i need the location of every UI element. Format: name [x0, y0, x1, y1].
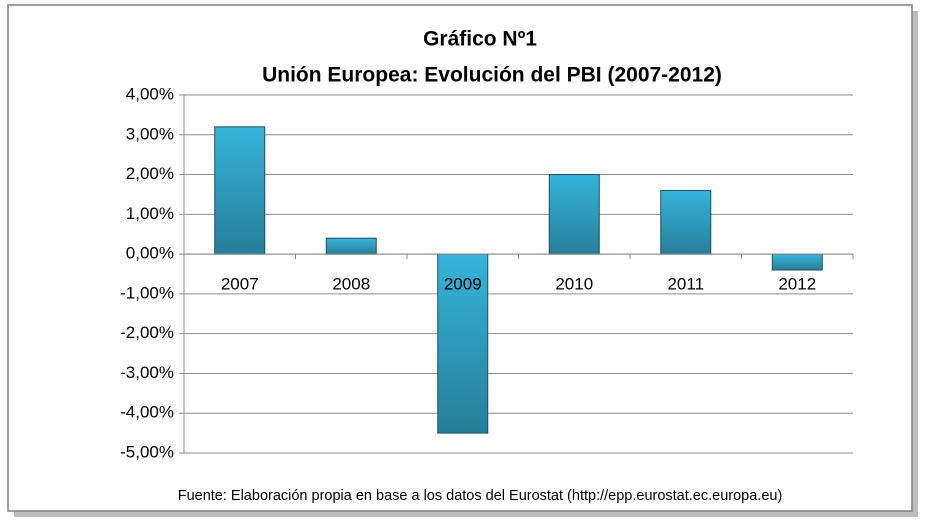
- y-tick-label: -1,00%: [120, 283, 174, 302]
- y-tick-label: -2,00%: [120, 323, 174, 342]
- bar: [548, 174, 600, 255]
- y-tick-label: -3,00%: [120, 363, 174, 382]
- bar: [325, 237, 377, 255]
- y-tick-label: 1,00%: [126, 204, 174, 223]
- x-tick-label: 2009: [444, 275, 482, 294]
- y-tick-label: 0,00%: [126, 244, 174, 263]
- bar: [771, 253, 823, 271]
- x-tick-label: 2010: [555, 275, 593, 294]
- y-tick-label: 3,00%: [126, 124, 174, 143]
- y-tick-label: 2,00%: [126, 164, 174, 183]
- y-tick-label: -4,00%: [120, 403, 174, 422]
- x-tick-label: 2007: [221, 275, 259, 294]
- bar: [214, 126, 266, 255]
- x-tick-label: 2011: [667, 275, 704, 294]
- bar: [660, 189, 712, 255]
- chart-title: Gráfico Nº1: [423, 28, 537, 51]
- y-tick-label: 4,00%: [126, 84, 174, 103]
- source-note: Fuente: Elaboración propia en base a los…: [178, 488, 783, 504]
- x-tick-label: 2008: [332, 275, 370, 294]
- chart-subtitle: Unión Europea: Evolución del PBI (2007-2…: [262, 64, 722, 87]
- y-tick-label: -5,00%: [120, 442, 174, 461]
- bar: [437, 253, 489, 434]
- x-tick-label: 2012: [778, 275, 816, 294]
